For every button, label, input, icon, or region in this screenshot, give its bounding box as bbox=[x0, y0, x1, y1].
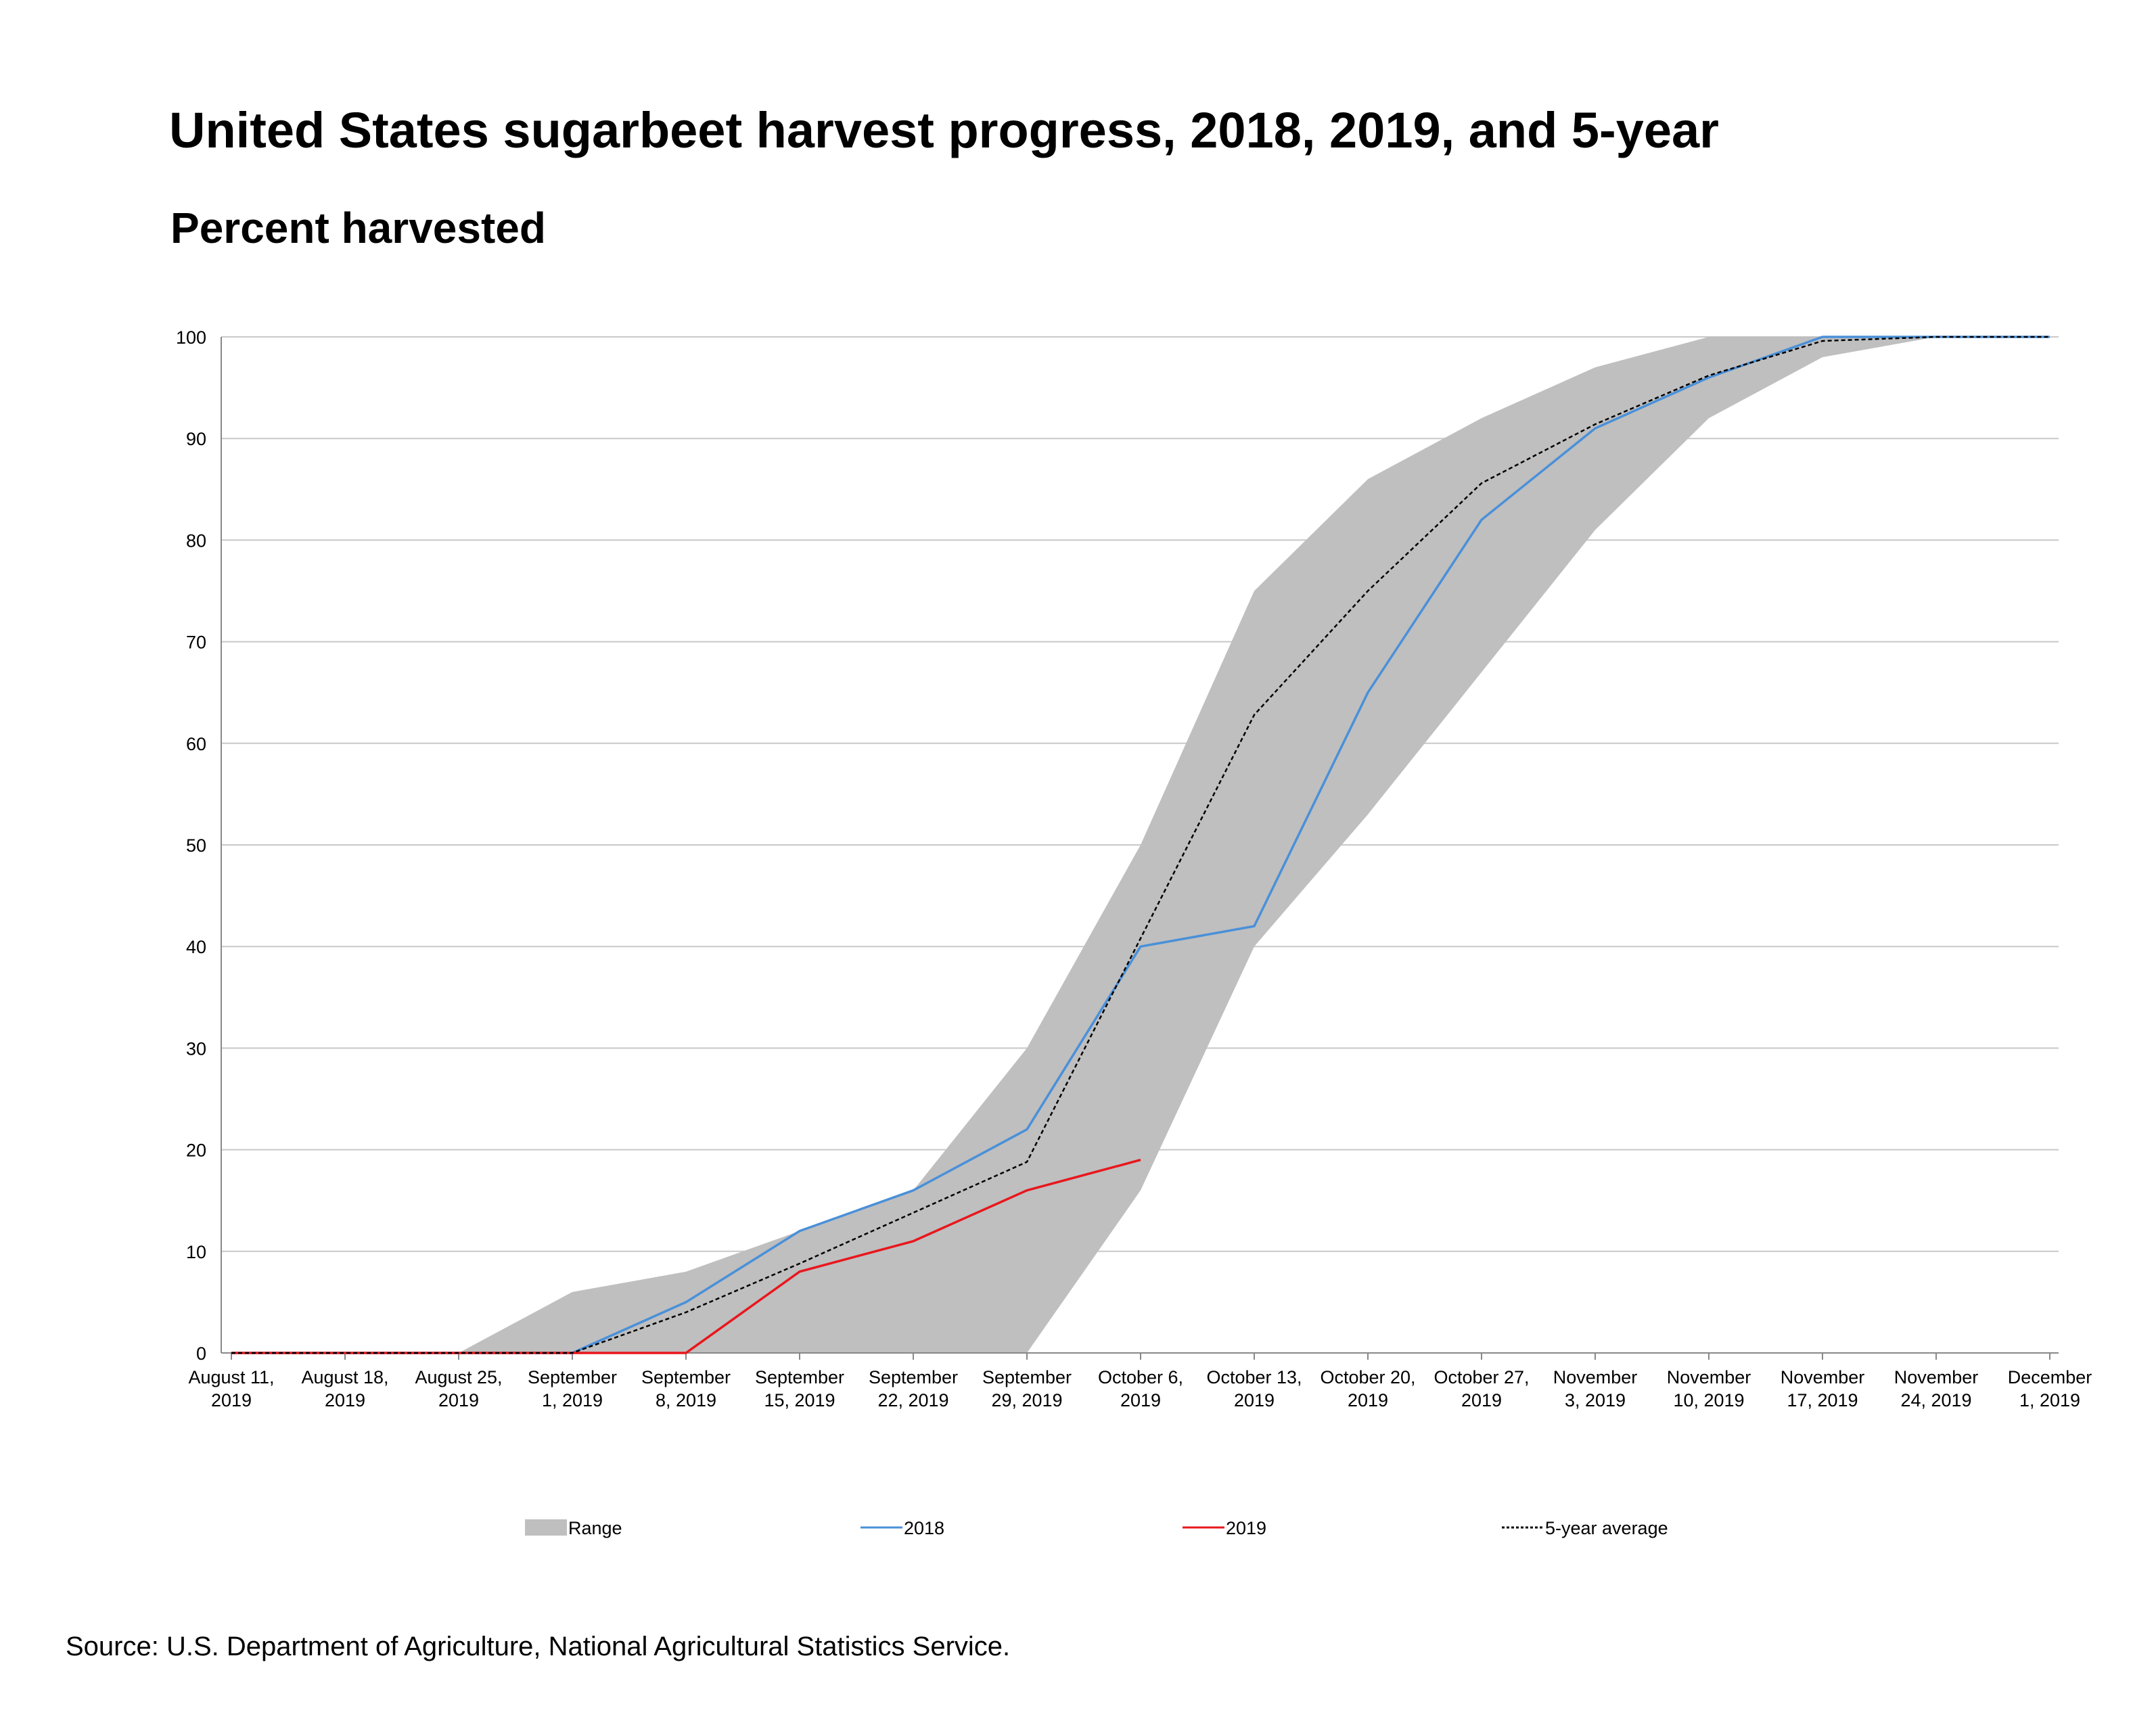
x-tick-label: 8, 2019 bbox=[656, 1390, 716, 1410]
x-tick-label: August 25, bbox=[415, 1367, 502, 1387]
x-tick-label: 17, 2019 bbox=[1787, 1390, 1858, 1410]
x-tick-label: September bbox=[641, 1367, 731, 1387]
x-tick-label: 2019 bbox=[211, 1390, 252, 1410]
y-tick-label: 20 bbox=[186, 1141, 206, 1161]
x-tick-label: 2019 bbox=[325, 1390, 365, 1410]
x-tick-label: October 13, bbox=[1206, 1367, 1302, 1387]
legend: Range 2018 2019 5-year average bbox=[525, 1518, 1668, 1538]
chart-subtitle: Percent harvested bbox=[170, 204, 546, 252]
y-tick-label: 70 bbox=[186, 632, 206, 653]
x-tick-label: 2019 bbox=[438, 1390, 479, 1410]
chart-source: Source: U.S. Department of Agriculture, … bbox=[66, 1632, 1011, 1661]
series-line-5-year-average bbox=[231, 336, 2050, 1354]
y-tick-labels: 0 10 20 30 40 50 60 70 80 90 100 bbox=[176, 327, 206, 1364]
x-tick-label: 29, 2019 bbox=[991, 1390, 1062, 1410]
x-tick-label: October 27, bbox=[1433, 1367, 1529, 1387]
range-area-group bbox=[231, 337, 2050, 1353]
x-tick-label: September bbox=[869, 1367, 958, 1387]
x-tick-label: September bbox=[982, 1367, 1072, 1387]
x-tick-label: November bbox=[1781, 1367, 1865, 1387]
range-area bbox=[231, 337, 2050, 1353]
y-tick-label: 100 bbox=[176, 327, 206, 348]
y-tick-label: 10 bbox=[186, 1242, 206, 1262]
x-tick-label: 22, 2019 bbox=[877, 1390, 948, 1410]
x-tick-label: November bbox=[1667, 1367, 1751, 1387]
y-tick-label: 80 bbox=[186, 530, 206, 551]
x-tick-label: 24, 2019 bbox=[1900, 1390, 1971, 1410]
x-tick-label: 2019 bbox=[1120, 1390, 1161, 1410]
x-tick-label: 1, 2019 bbox=[2019, 1390, 2080, 1410]
series-lines bbox=[231, 336, 2050, 1354]
y-tick-label: 50 bbox=[186, 835, 206, 856]
x-tick-label: September bbox=[755, 1367, 844, 1387]
x-tick-label: 2019 bbox=[1348, 1390, 1388, 1410]
x-tick-label: November bbox=[1553, 1367, 1638, 1387]
x-tick-label: 2019 bbox=[1234, 1390, 1275, 1410]
chart-title: United States sugarbeet harvest progress… bbox=[169, 102, 1719, 158]
y-tick-label: 30 bbox=[186, 1038, 206, 1059]
legend-label-2019: 2019 bbox=[1226, 1518, 1266, 1538]
x-tick-labels: August 11, 2019 August 18, 2019 August 25, 20… bbox=[188, 1367, 2092, 1410]
x-tick-label: 2019 bbox=[1461, 1390, 1502, 1410]
x-tick-label: November bbox=[1894, 1367, 1979, 1387]
legend-label-2018: 2018 bbox=[904, 1518, 944, 1538]
legend-label-range: Range bbox=[568, 1518, 622, 1538]
y-tick-label: 90 bbox=[186, 429, 206, 449]
x-tick-label: October 20, bbox=[1320, 1367, 1415, 1387]
x-tick-label: 1, 2019 bbox=[542, 1390, 603, 1410]
x-tick-label: August 11, bbox=[188, 1367, 274, 1387]
x-tick-label: 3, 2019 bbox=[1565, 1390, 1626, 1410]
x-tick-label: December bbox=[2008, 1367, 2092, 1387]
y-tick-label: 0 bbox=[196, 1343, 206, 1364]
x-tick-label: September bbox=[528, 1367, 617, 1387]
x-tick-label: October 6, bbox=[1098, 1367, 1183, 1387]
y-tick-label: 40 bbox=[186, 937, 206, 957]
x-tick-label: 10, 2019 bbox=[1673, 1390, 1744, 1410]
legend-swatch-range bbox=[525, 1519, 567, 1536]
y-tick-label: 60 bbox=[186, 734, 206, 754]
legend-label-5-year-average: 5-year average bbox=[1545, 1518, 1668, 1538]
x-tick-label: August 18, bbox=[301, 1367, 388, 1387]
x-tick-label: 15, 2019 bbox=[764, 1390, 835, 1410]
